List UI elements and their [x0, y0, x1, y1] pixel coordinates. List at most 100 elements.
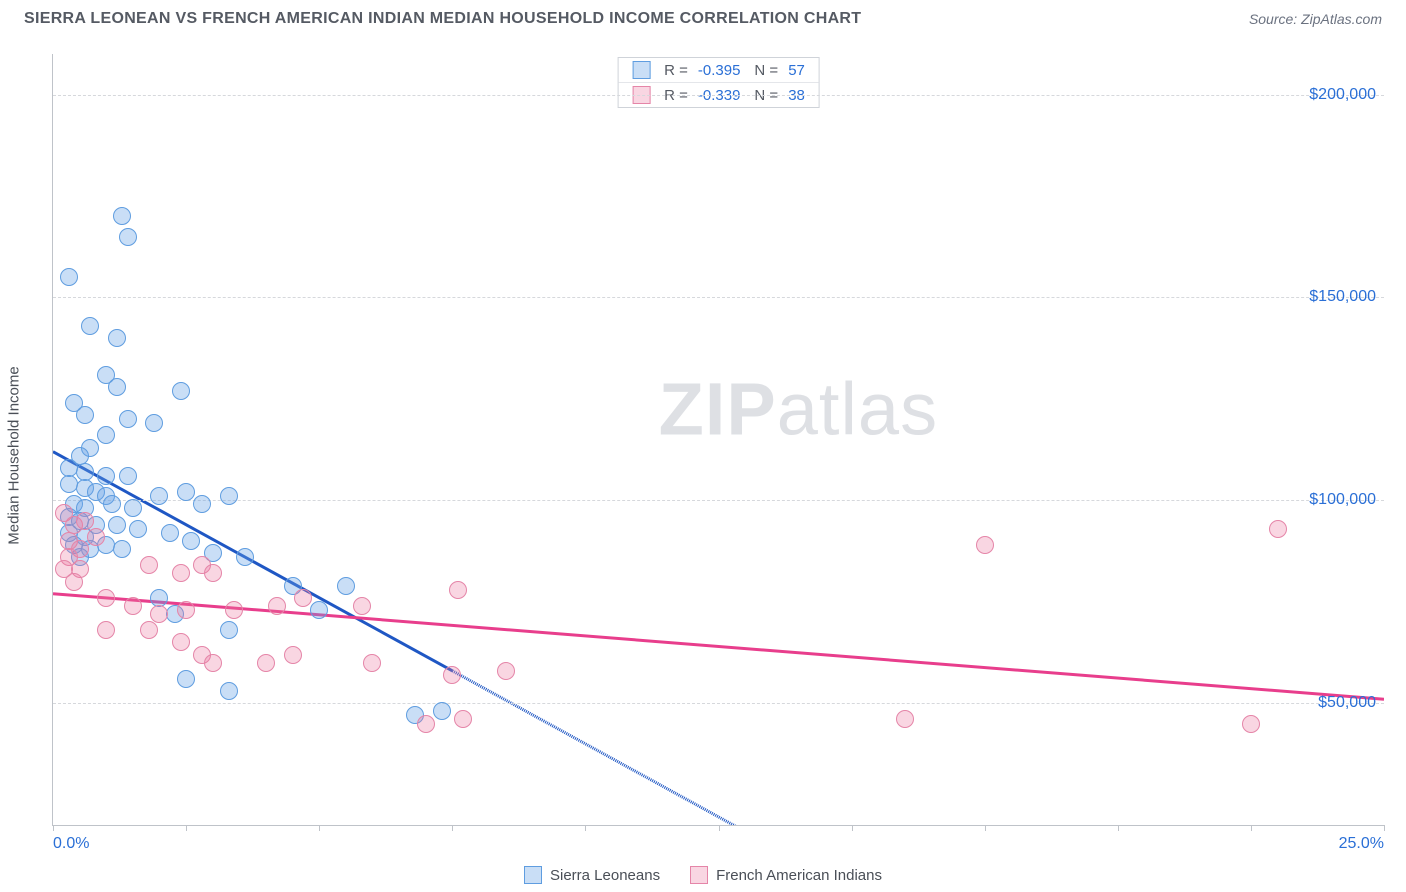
- data-point: [294, 589, 312, 607]
- data-point: [177, 670, 195, 688]
- data-point: [124, 499, 142, 517]
- swatch-series-1-bottom: [524, 866, 542, 884]
- data-point: [119, 228, 137, 246]
- data-point: [220, 621, 238, 639]
- n-label-1: N =: [754, 62, 778, 79]
- gridline: [53, 500, 1384, 501]
- swatch-series-1: [632, 61, 650, 79]
- plot-area: ZIPatlas R = -0.395 N = 57 R = -0.339 N …: [52, 54, 1384, 826]
- data-point: [76, 406, 94, 424]
- data-point: [108, 516, 126, 534]
- data-point: [284, 646, 302, 664]
- y-tick-label: $150,000: [1309, 288, 1376, 306]
- r-label-1: R =: [664, 62, 688, 79]
- x-tick: [985, 825, 986, 831]
- x-tick: [452, 825, 453, 831]
- data-point: [97, 621, 115, 639]
- data-point: [172, 633, 190, 651]
- legend-top: R = -0.395 N = 57 R = -0.339 N = 38: [617, 57, 820, 108]
- data-point: [193, 495, 211, 513]
- x-tick: [186, 825, 187, 831]
- data-point: [433, 702, 451, 720]
- trend-lines: [53, 54, 1384, 825]
- data-point: [236, 548, 254, 566]
- x-tick: [1384, 825, 1385, 831]
- data-point: [1269, 520, 1287, 538]
- data-point: [443, 666, 461, 684]
- source-name: ZipAtlas.com: [1301, 11, 1382, 27]
- data-point: [87, 528, 105, 546]
- data-point: [172, 564, 190, 582]
- data-point: [177, 601, 195, 619]
- data-point: [1242, 715, 1260, 733]
- gridline: [53, 297, 1384, 298]
- data-point: [220, 682, 238, 700]
- data-point: [454, 710, 472, 728]
- data-point: [119, 410, 137, 428]
- data-point: [449, 581, 467, 599]
- data-point: [257, 654, 275, 672]
- data-point: [225, 601, 243, 619]
- x-tick: [585, 825, 586, 831]
- data-point: [896, 710, 914, 728]
- legend-item-1: Sierra Leoneans: [524, 866, 660, 884]
- legend-bottom: Sierra Leoneans French American Indians: [524, 866, 882, 884]
- data-point: [220, 487, 238, 505]
- data-point: [268, 597, 286, 615]
- x-tick: [852, 825, 853, 831]
- x-tick: [719, 825, 720, 831]
- data-point: [177, 483, 195, 501]
- data-point: [204, 654, 222, 672]
- data-point: [497, 662, 515, 680]
- data-point: [97, 589, 115, 607]
- data-point: [363, 654, 381, 672]
- data-point: [140, 621, 158, 639]
- data-point: [172, 382, 190, 400]
- data-point: [108, 329, 126, 347]
- x-tick: [319, 825, 320, 831]
- y-tick-label: $50,000: [1318, 694, 1376, 712]
- data-point: [108, 378, 126, 396]
- data-point: [103, 495, 121, 513]
- legend-top-row-1: R = -0.395 N = 57: [618, 58, 819, 82]
- data-point: [204, 564, 222, 582]
- x-tick: [53, 825, 54, 831]
- data-point: [145, 414, 163, 432]
- y-tick-label: $100,000: [1309, 491, 1376, 509]
- data-point: [65, 573, 83, 591]
- legend-label-2: French American Indians: [716, 867, 882, 884]
- watermark-bold: ZIP: [659, 367, 777, 450]
- y-axis-title: Median Household Income: [6, 366, 23, 544]
- gridline: [53, 703, 1384, 704]
- y-tick-label: $200,000: [1309, 86, 1376, 104]
- data-point: [97, 426, 115, 444]
- x-axis-min-label: 0.0%: [53, 835, 89, 853]
- data-point: [140, 556, 158, 574]
- r-value-1: -0.395: [698, 62, 741, 79]
- data-point: [113, 540, 131, 558]
- source-prefix: Source:: [1249, 11, 1301, 27]
- gridline: [53, 95, 1384, 96]
- watermark: ZIPatlas: [659, 366, 938, 451]
- data-point: [417, 715, 435, 733]
- x-tick: [1118, 825, 1119, 831]
- data-point: [60, 268, 78, 286]
- data-point: [337, 577, 355, 595]
- swatch-series-2-bottom: [690, 866, 708, 884]
- data-point: [976, 536, 994, 554]
- data-point: [310, 601, 328, 619]
- data-point: [150, 605, 168, 623]
- n-value-1: 57: [788, 62, 805, 79]
- watermark-rest: atlas: [777, 367, 938, 450]
- data-point: [353, 597, 371, 615]
- data-point: [113, 207, 131, 225]
- data-point: [129, 520, 147, 538]
- data-point: [150, 487, 168, 505]
- x-tick: [1251, 825, 1252, 831]
- data-point: [161, 524, 179, 542]
- legend-item-2: French American Indians: [690, 866, 882, 884]
- source-label: Source: ZipAtlas.com: [1249, 11, 1382, 27]
- data-point: [76, 512, 94, 530]
- data-point: [182, 532, 200, 550]
- data-point: [97, 467, 115, 485]
